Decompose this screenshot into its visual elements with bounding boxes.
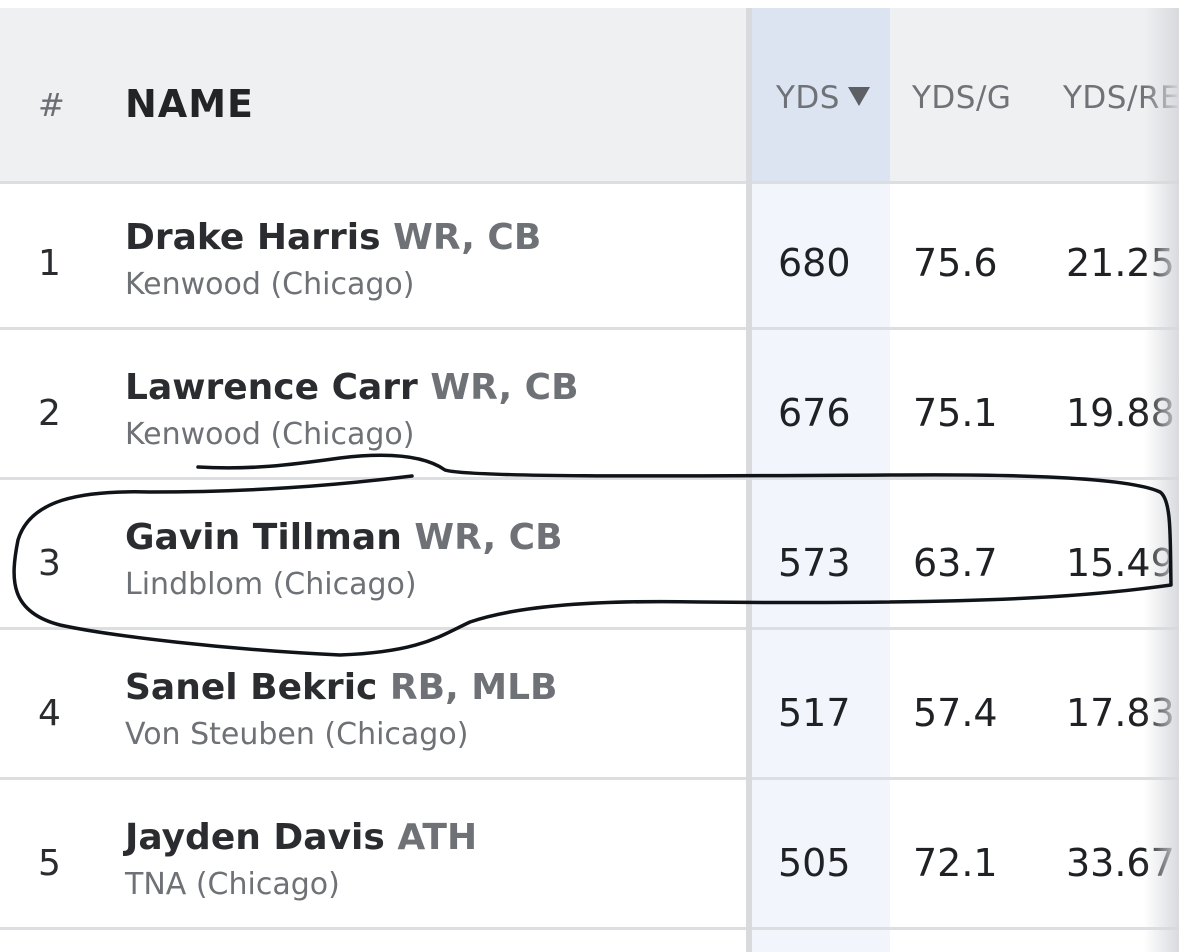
table-row[interactable]: 4 Sanel Bekric RB, MLB Von Steuben (Chic…: [0, 631, 1179, 781]
player-name-line: Drake Harris WR, CB: [125, 217, 541, 258]
player-position: WR, CB: [414, 517, 563, 558]
row-rank: 3: [38, 543, 61, 584]
header-rank: #: [38, 86, 65, 124]
table-header: # NAME: [0, 8, 1179, 181]
player-position: WR, CB: [430, 367, 579, 408]
stat-ydsg: 57.4: [913, 691, 998, 735]
stat-ydsg: 72.1: [913, 841, 998, 885]
frozen-column-divider: [746, 8, 752, 952]
stat-ydsg: 75.6: [913, 241, 998, 285]
player-name-line: Sanel Bekric RB, MLB: [125, 667, 558, 708]
row-rank: 4: [38, 693, 61, 734]
row-divider: [0, 181, 1179, 184]
table-row[interactable]: 3 Gavin Tillman WR, CB Lindblom (Chicago…: [0, 481, 1179, 631]
row-divider: [0, 927, 1179, 930]
row-rank: 1: [38, 243, 61, 284]
stat-yds: 573: [778, 541, 851, 585]
player-school: TNA (Chicago): [125, 867, 340, 902]
stat-yds: 680: [778, 241, 851, 285]
row-rank: 2: [38, 393, 61, 434]
row-divider: [0, 477, 1179, 480]
header-name[interactable]: NAME: [125, 82, 254, 126]
player-position: ATH: [397, 817, 478, 858]
player-name[interactable]: Lawrence Carr: [125, 367, 418, 408]
player-name-line: Gavin Tillman WR, CB: [125, 517, 563, 558]
header-ydsg[interactable]: YDS/G: [912, 80, 1012, 116]
player-name-line: Jayden Davis ATH: [125, 817, 477, 858]
player-name[interactable]: Jayden Davis: [125, 817, 385, 858]
stat-ydsg: 75.1: [913, 391, 998, 435]
player-name-line: Lawrence Carr WR, CB: [125, 367, 579, 408]
stat-yds: 676: [778, 391, 851, 435]
player-school: Lindblom (Chicago): [125, 567, 417, 602]
scroll-shadow: [1144, 8, 1179, 952]
player-name[interactable]: Gavin Tillman: [125, 517, 402, 558]
header-yds-label: YDS: [776, 80, 840, 116]
sort-descending-icon: [847, 87, 870, 106]
player-name[interactable]: Drake Harris: [125, 217, 381, 258]
row-rank: 5: [38, 843, 61, 884]
player-school: Kenwood (Chicago): [125, 417, 415, 452]
row-divider: [0, 627, 1179, 630]
row-divider: [0, 777, 1179, 780]
player-school: Von Steuben (Chicago): [125, 717, 469, 752]
stat-yds: 517: [778, 691, 851, 735]
table-row[interactable]: 2 Lawrence Carr WR, CB Kenwood (Chicago)…: [0, 331, 1179, 481]
player-position: RB, MLB: [389, 667, 558, 708]
stat-ydsg: 63.7: [913, 541, 998, 585]
player-position: WR, CB: [393, 217, 542, 258]
player-school: Kenwood (Chicago): [125, 267, 415, 302]
stat-yds: 505: [778, 841, 851, 885]
table-row[interactable]: 5 Jayden Davis ATH TNA (Chicago) 505 72.…: [0, 781, 1179, 931]
header-yds[interactable]: YDS: [776, 80, 870, 116]
table-row[interactable]: 1 Drake Harris WR, CB Kenwood (Chicago) …: [0, 181, 1179, 331]
row-divider: [0, 327, 1179, 330]
player-name[interactable]: Sanel Bekric: [125, 667, 378, 708]
